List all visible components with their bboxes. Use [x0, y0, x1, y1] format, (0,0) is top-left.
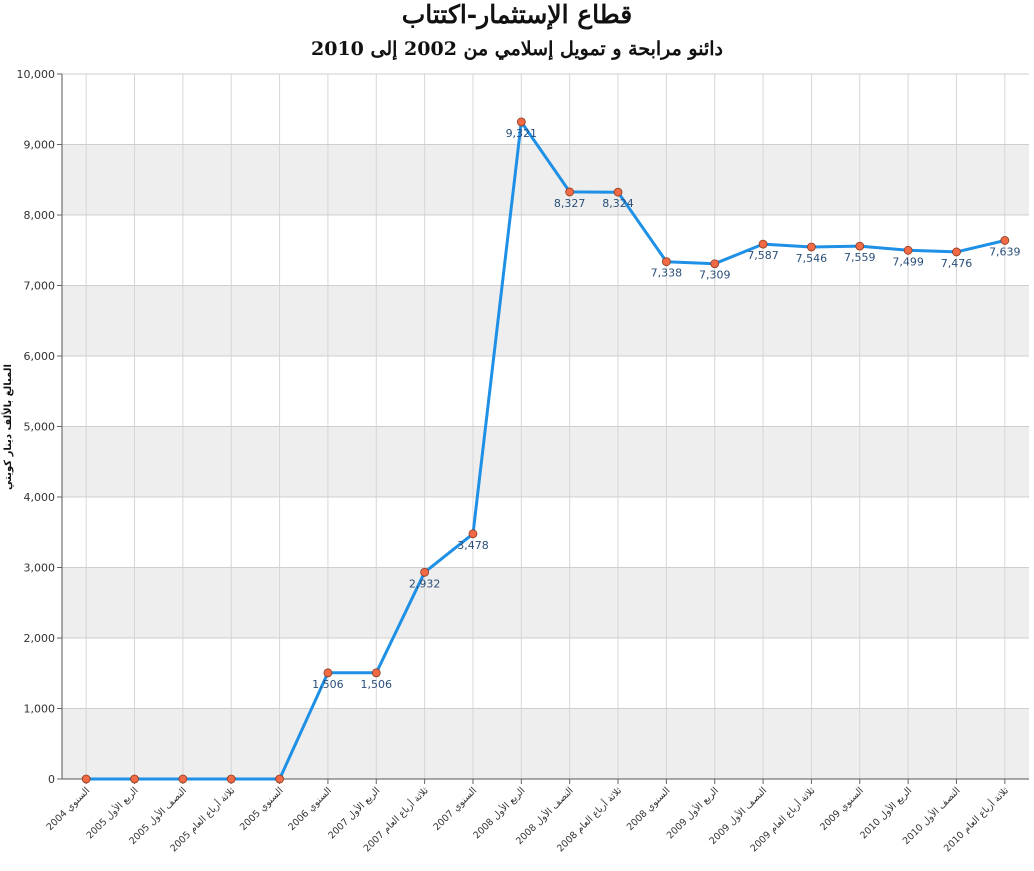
data-label: 7,587	[747, 249, 779, 262]
y-tick-label: 7,000	[24, 280, 56, 293]
y-tick-label: 10,000	[17, 68, 56, 81]
x-tick-label: السنوي 2005	[238, 785, 286, 833]
data-point	[420, 567, 430, 577]
data-markers	[81, 117, 1010, 784]
data-point	[130, 774, 139, 784]
plot-bands	[62, 144, 1029, 779]
data-point	[516, 117, 526, 127]
data-label: 7,546	[796, 252, 828, 265]
y-tick-label: 9,000	[24, 139, 56, 152]
data-point	[903, 245, 913, 255]
data-label: 2,932	[409, 577, 441, 590]
data-point	[178, 774, 188, 784]
data-point	[661, 257, 671, 267]
x-tick-label: السنوي 2007	[431, 785, 479, 833]
plot-band	[62, 426, 1029, 497]
data-label: 1,506	[361, 678, 393, 691]
data-point	[855, 241, 865, 251]
data-point	[468, 529, 478, 539]
x-tick-label: السنوي 2004	[45, 785, 93, 833]
data-labels: 1,506 1,506 2,932 3,478 9,321 8,327 8,324 7,338…	[312, 127, 1020, 691]
y-tick-label: 8,000	[24, 209, 56, 222]
plot-band	[62, 708, 1029, 779]
y-tick-label: 2,000	[24, 632, 56, 645]
x-tick-label: الربع الأول 2005	[84, 785, 141, 842]
data-point	[807, 242, 816, 252]
plot-band	[62, 567, 1029, 638]
x-tick-label: السنوي 2008	[625, 785, 673, 833]
y-axis-label: المبالغ بالألف دينار كويتي	[1, 364, 14, 490]
data-label: 8,324	[602, 197, 634, 210]
y-tick-label: 6,000	[24, 350, 56, 363]
x-tick-label: السنوي 2009	[818, 785, 866, 833]
x-tick-label: الربع الأول 2007	[326, 785, 383, 842]
y-tick-label: 4,000	[24, 491, 56, 504]
y-tick-label: 0	[48, 773, 55, 786]
series-line	[84, 120, 1007, 781]
data-point	[323, 668, 333, 678]
data-label: 9,321	[506, 127, 538, 140]
plot-band	[62, 285, 1029, 356]
data-point	[275, 774, 284, 784]
data-label: 1,506	[312, 678, 344, 691]
data-label: 7,309	[699, 269, 731, 282]
data-point	[226, 774, 236, 784]
data-label: 7,559	[844, 251, 876, 264]
x-tick-label: السنوي 2006	[286, 785, 334, 833]
y-tick-label: 1,000	[24, 703, 56, 716]
data-label: 7,499	[892, 255, 924, 268]
x-tick-label: الربع الأول 2010	[857, 785, 914, 842]
x-tick-label: الربع الأول 2009	[664, 785, 721, 842]
chart-subtitle: دائنو مرابحة و تمويل إسلامي من 2002 إلى …	[311, 38, 723, 60]
y-tick-label: 5,000	[24, 421, 56, 434]
data-label: 7,338	[651, 267, 683, 280]
data-point	[758, 239, 768, 249]
data-point	[565, 187, 575, 197]
data-label: 7,476	[941, 257, 973, 270]
data-point	[81, 774, 91, 784]
series-line-group	[84, 120, 1007, 781]
data-point	[710, 259, 720, 269]
data-label: 7,639	[989, 245, 1021, 258]
data-label: 8,327	[554, 197, 586, 210]
data-point	[952, 247, 961, 257]
data-point	[371, 668, 381, 678]
data-point	[1000, 236, 1010, 245]
y-axis-ticks: 0 1,000 2,000 3,000 4,000 5,000 6,000 7,000 8,00…	[17, 68, 62, 786]
data-label: 3,478	[457, 539, 489, 552]
y-tick-label: 3,000	[24, 562, 56, 575]
x-tick-label: الربع الأول 2008	[471, 785, 528, 842]
data-point	[613, 187, 623, 197]
chart-title: قطاع الإستثمار-اكتتاب	[401, 0, 633, 29]
